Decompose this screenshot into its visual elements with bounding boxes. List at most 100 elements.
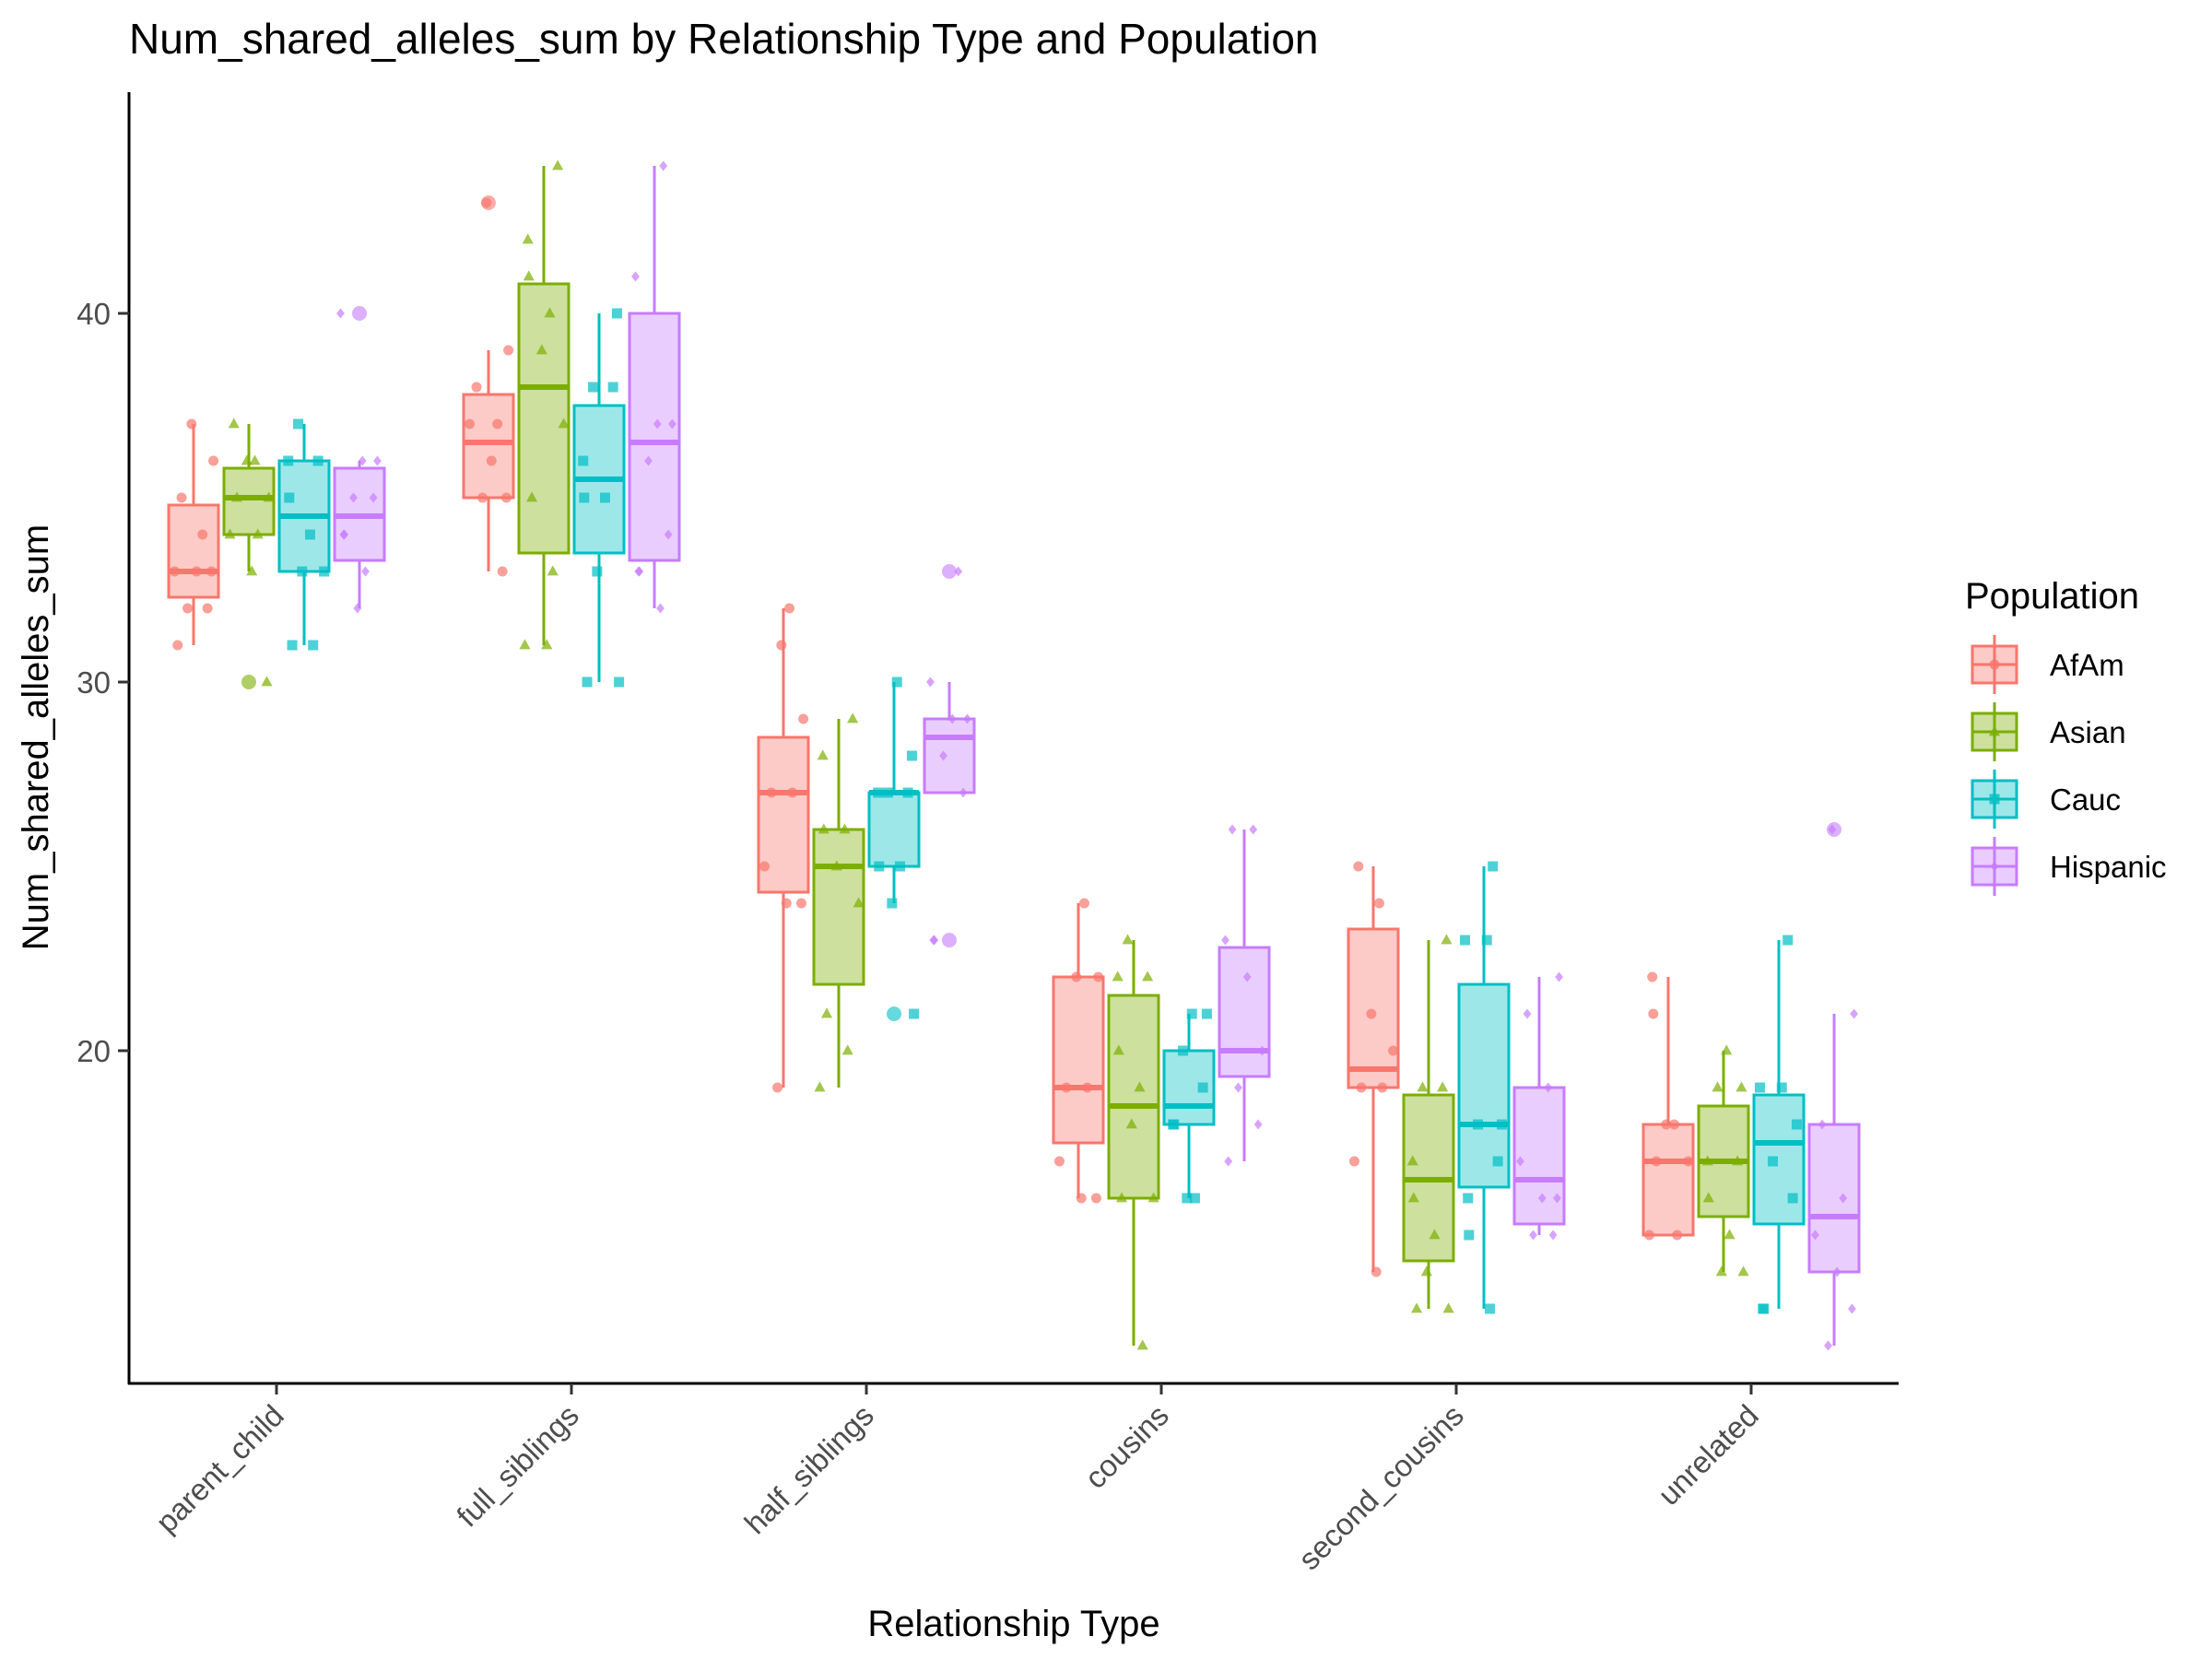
- data-point: [820, 1007, 833, 1018]
- data-point: [1481, 935, 1492, 946]
- box-iqr: [923, 717, 976, 794]
- data-point: [1189, 1193, 1200, 1204]
- data-point: [339, 529, 348, 540]
- data-point: [558, 418, 570, 429]
- data-point: [1668, 1119, 1679, 1130]
- legend-label: Hispanic: [2050, 850, 2167, 884]
- data-point: [818, 823, 830, 834]
- data-point: [1811, 1230, 1819, 1241]
- data-point: [614, 677, 625, 688]
- box-cauc-unrelated: [1752, 935, 1806, 1314]
- data-point: [304, 529, 315, 540]
- data-point: [1388, 1045, 1399, 1056]
- data-point: [1523, 1008, 1532, 1019]
- data-point: [552, 159, 564, 171]
- data-point: [358, 455, 367, 466]
- data-point: [263, 491, 275, 502]
- data-point: [1850, 1008, 1858, 1019]
- legend-title: Population: [1965, 576, 2139, 617]
- data-point: [176, 492, 187, 503]
- data-point: [1828, 824, 1837, 835]
- data-point: [361, 566, 370, 577]
- data-point: [1053, 1156, 1065, 1167]
- data-point: [1643, 1230, 1654, 1241]
- data-point: [1201, 1008, 1212, 1019]
- data-point: [1366, 1008, 1377, 1019]
- data-point: [853, 897, 865, 908]
- data-point: [1721, 1044, 1733, 1055]
- data-point: [486, 455, 497, 466]
- data-point: [1651, 1156, 1662, 1167]
- data-point: [293, 418, 304, 429]
- data-point: [592, 566, 603, 577]
- box-iqr: [628, 312, 681, 562]
- data-point: [909, 1008, 920, 1019]
- box-hispanic-full_siblings: [628, 160, 681, 614]
- data-point: [1249, 824, 1258, 835]
- box-afam-cousins: [1052, 898, 1105, 1204]
- plot-marks: [167, 159, 1861, 1351]
- data-point: [1768, 1156, 1779, 1167]
- legend: Population AfAm Asian Cauc Hispanic: [1965, 576, 2167, 896]
- data-point: [1377, 1082, 1388, 1093]
- data-point: [336, 308, 345, 319]
- data-point: [525, 491, 538, 502]
- data-point: [319, 566, 330, 577]
- data-point: [349, 492, 358, 503]
- data-point: [963, 713, 971, 724]
- data-point: [477, 492, 488, 503]
- data-point: [766, 787, 777, 798]
- box-asian-second_cousins: [1402, 934, 1455, 1313]
- data-point: [1224, 1156, 1233, 1167]
- data-point: [795, 898, 806, 909]
- data-point: [1818, 1119, 1827, 1130]
- data-point: [1134, 1081, 1146, 1092]
- y-tick-label: 20: [76, 1034, 111, 1068]
- box-iqr: [1457, 982, 1511, 1189]
- box-iqr: [1641, 1123, 1695, 1237]
- data-point: [644, 455, 653, 466]
- box-iqr: [1052, 975, 1105, 1145]
- box-cauc-second_cousins: [1457, 861, 1511, 1314]
- data-point: [1459, 935, 1470, 946]
- box-asian-unrelated: [1697, 1044, 1750, 1277]
- data-point: [611, 308, 622, 319]
- data-point: [1078, 898, 1089, 909]
- data-point: [353, 603, 362, 614]
- data-point: [847, 712, 859, 724]
- data-point: [1186, 1008, 1197, 1019]
- data-point: [1553, 1193, 1561, 1204]
- data-point: [1356, 1082, 1367, 1093]
- data-point: [1496, 1119, 1507, 1130]
- data-point: [519, 639, 531, 650]
- data-point: [1754, 1082, 1765, 1093]
- data-point: [798, 713, 809, 724]
- x-axis-ticks: parent_child full_siblings half_siblings co…: [149, 1383, 1765, 1576]
- data-point: [1221, 935, 1230, 946]
- data-point: [169, 566, 180, 577]
- data-point: [497, 566, 508, 577]
- legend-key-asian: Asian: [1971, 702, 2126, 761]
- data-point: [523, 270, 535, 281]
- series-hispanic: [333, 160, 1861, 1351]
- data-point: [1548, 1230, 1558, 1241]
- box-iqr: [867, 791, 921, 868]
- data-point: [544, 307, 556, 318]
- data-point: [261, 676, 273, 687]
- data-point: [1142, 971, 1154, 982]
- legend-label: Cauc: [2050, 782, 2121, 817]
- data-point: [783, 603, 794, 614]
- data-point: [197, 529, 208, 540]
- data-point: [191, 566, 202, 577]
- data-point: [1429, 1229, 1441, 1240]
- data-point: [1464, 1230, 1475, 1241]
- data-point: [588, 382, 599, 393]
- data-point: [1061, 1082, 1072, 1093]
- data-point: [659, 160, 668, 171]
- data-point: [1258, 1045, 1266, 1056]
- data-point: [202, 603, 213, 614]
- data-point: [759, 861, 770, 872]
- data-point: [787, 787, 798, 798]
- data-point: [1122, 934, 1134, 945]
- data-point: [891, 677, 902, 688]
